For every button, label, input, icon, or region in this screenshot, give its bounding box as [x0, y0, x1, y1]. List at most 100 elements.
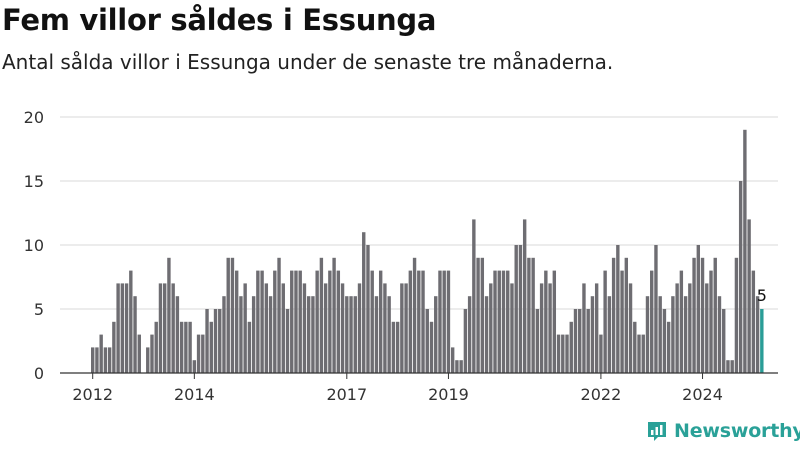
bar — [332, 257, 336, 373]
bar — [378, 270, 383, 373]
bar — [645, 296, 650, 373]
bar-chart-logo-icon — [648, 422, 666, 441]
bar — [158, 283, 163, 373]
bar — [395, 321, 400, 373]
bar — [535, 309, 540, 373]
bar — [281, 283, 285, 373]
bar — [412, 257, 417, 373]
bar — [103, 347, 108, 373]
bar — [116, 283, 120, 373]
bar — [484, 296, 489, 373]
bar — [658, 296, 662, 373]
bar-highlight — [760, 309, 764, 373]
bar — [671, 296, 675, 373]
x-tick-label: 2012 — [72, 385, 113, 404]
bar — [205, 309, 209, 373]
bar — [450, 347, 455, 373]
bar — [641, 334, 645, 373]
bar — [679, 270, 684, 373]
bar — [256, 270, 260, 373]
bar — [620, 270, 624, 373]
bar — [722, 309, 726, 373]
bar — [501, 270, 506, 373]
bar — [328, 270, 332, 373]
y-tick-label: 0 — [34, 364, 44, 383]
bar — [319, 257, 324, 373]
bar — [120, 283, 125, 373]
bar — [747, 219, 751, 373]
bar — [99, 334, 103, 373]
bar — [247, 321, 252, 373]
bar — [162, 283, 167, 373]
bar — [438, 270, 442, 373]
bar — [493, 270, 497, 373]
bar — [633, 321, 637, 373]
bar — [717, 296, 722, 373]
bar — [345, 296, 349, 373]
bar — [107, 347, 112, 373]
bar — [463, 309, 468, 373]
bar — [124, 283, 129, 373]
bar — [404, 283, 408, 373]
x-tick-label: 2024 — [682, 385, 723, 404]
bar — [387, 296, 391, 373]
bar — [285, 309, 290, 373]
bar — [315, 270, 319, 373]
bar — [425, 309, 429, 373]
bar — [700, 257, 705, 373]
bar — [370, 270, 374, 373]
bar — [391, 321, 396, 373]
bar — [222, 296, 226, 373]
bar — [514, 245, 518, 373]
bar — [738, 181, 743, 373]
bar — [349, 296, 353, 373]
bar — [650, 270, 654, 373]
bar — [179, 321, 184, 373]
bar — [573, 309, 578, 373]
bar — [599, 334, 603, 373]
bar — [340, 283, 345, 373]
bar — [518, 245, 523, 373]
bar — [150, 334, 154, 373]
bar — [429, 321, 434, 373]
bar — [112, 321, 116, 373]
last-value-label: 5 — [757, 286, 767, 305]
bar — [171, 283, 175, 373]
bar — [510, 283, 514, 373]
bar — [561, 334, 565, 373]
bar — [302, 283, 307, 373]
bar — [476, 257, 480, 373]
bar — [408, 270, 413, 373]
bar — [91, 347, 95, 373]
bar — [497, 270, 501, 373]
bar — [95, 347, 99, 373]
y-tick-label: 15 — [24, 172, 44, 191]
bar — [552, 270, 557, 373]
bar — [243, 283, 247, 373]
brand-name: Newsworthy — [674, 420, 800, 442]
bar — [336, 270, 341, 373]
bar — [569, 321, 573, 373]
bar — [582, 283, 586, 373]
bar — [201, 334, 205, 373]
bar — [666, 321, 671, 373]
bar — [133, 296, 137, 373]
bar — [624, 257, 629, 373]
bar — [213, 309, 218, 373]
y-tick-label: 20 — [24, 108, 44, 127]
bar — [383, 283, 387, 373]
y-tick-label: 10 — [24, 236, 44, 255]
bar — [531, 257, 535, 373]
bar — [188, 321, 192, 373]
x-tick-label: 2022 — [581, 385, 622, 404]
bar — [239, 296, 243, 373]
x-tick-label: 2019 — [428, 385, 469, 404]
bar — [442, 270, 446, 373]
bar — [688, 283, 692, 373]
bar — [268, 296, 273, 373]
bar — [234, 270, 239, 373]
x-tick-label: 2017 — [326, 385, 367, 404]
bar — [730, 360, 734, 373]
x-tick-label: 2014 — [174, 385, 215, 404]
bar — [417, 270, 421, 373]
